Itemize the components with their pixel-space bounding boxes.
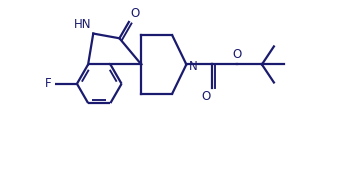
Text: N: N [188, 60, 197, 73]
Text: HN: HN [74, 18, 92, 31]
Text: F: F [44, 77, 51, 90]
Text: O: O [232, 48, 242, 61]
Text: O: O [130, 7, 140, 20]
Text: O: O [201, 90, 210, 103]
